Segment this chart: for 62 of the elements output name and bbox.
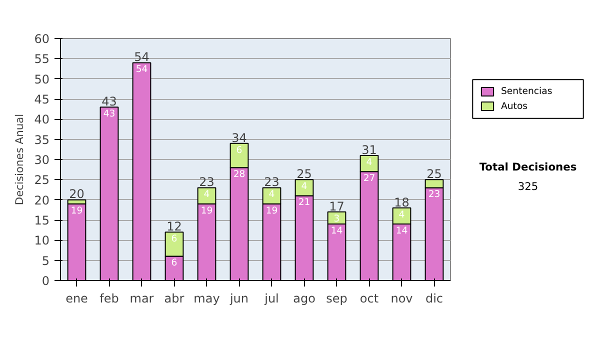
total-label: 23 (199, 175, 214, 190)
total-label: 31 (362, 142, 377, 157)
data-label: 6 (236, 144, 242, 156)
y-tick-label: 30 (34, 153, 50, 167)
data-label: 4 (268, 189, 275, 200)
data-label: 4 (398, 209, 405, 220)
data-label: 19 (266, 205, 278, 216)
data-label: 27 (363, 173, 376, 184)
x-tick-label: nov (390, 292, 413, 306)
y-tick-label: 15 (34, 214, 50, 228)
y-tick-label: 10 (34, 234, 50, 248)
y-tick-label: 0 (42, 274, 50, 288)
x-tick-label: jun (228, 292, 249, 306)
text: Total Decisiones (479, 160, 577, 174)
y-tick-label: 60 (34, 32, 50, 46)
total-label: 43 (102, 94, 117, 108)
y-tick-label: 20 (34, 193, 50, 208)
total-label: 25 (296, 167, 312, 182)
total-label: 25 (426, 167, 442, 182)
x-tick-label: oct (360, 292, 379, 306)
y-axis-title: Decisiones Anual (13, 114, 26, 206)
x-tick-label: jul (264, 292, 279, 306)
total-label: 34 (232, 130, 247, 145)
data-label: 14 (396, 225, 408, 236)
y-tick-label: 45 (34, 92, 50, 106)
y-tick-label: 50 (34, 72, 50, 86)
data-label: 21 (298, 197, 310, 208)
x-tick-label: sep (326, 292, 348, 306)
total-label: 17 (329, 199, 344, 214)
data-label: 19 (200, 205, 213, 216)
data-label: 4 (204, 189, 210, 200)
x-tick-label: ago (293, 292, 316, 306)
data-label: 3 (334, 213, 340, 224)
x-tick-label: dic (425, 292, 444, 306)
data-label: 6 (171, 258, 178, 269)
y-tick-label: 5 (42, 254, 50, 268)
y-tick-label: 35 (34, 132, 50, 147)
data-label: 43 (103, 108, 116, 120)
x-tick-label: may (194, 292, 220, 306)
data-label: 28 (233, 168, 246, 180)
total-label: 23 (264, 175, 280, 190)
x-tick-label: mar (130, 292, 154, 306)
x-tick-label: ene (66, 292, 88, 306)
y-tick-label: 55 (34, 52, 50, 66)
data-label: 6 (171, 234, 178, 245)
legend-label: Autos (501, 100, 528, 112)
total-label: 20 (69, 187, 84, 202)
data-label: 19 (70, 205, 83, 216)
x-tick-label: feb (100, 292, 119, 306)
data-label: 14 (330, 225, 343, 236)
total-label: 54 (134, 50, 150, 64)
y-tick-label: 25 (34, 173, 50, 188)
data-label: 4 (301, 181, 308, 192)
y-tick-label: 40 (34, 112, 50, 127)
data-label: 54 (136, 64, 148, 76)
total-label: 18 (394, 195, 410, 210)
text: 325 (518, 180, 538, 194)
total-label: 12 (166, 219, 182, 234)
data-label: 4 (366, 156, 372, 168)
data-label: 23 (428, 189, 440, 200)
x-tick-label: abr (164, 292, 184, 306)
legend-label: Sentencias (501, 86, 552, 98)
